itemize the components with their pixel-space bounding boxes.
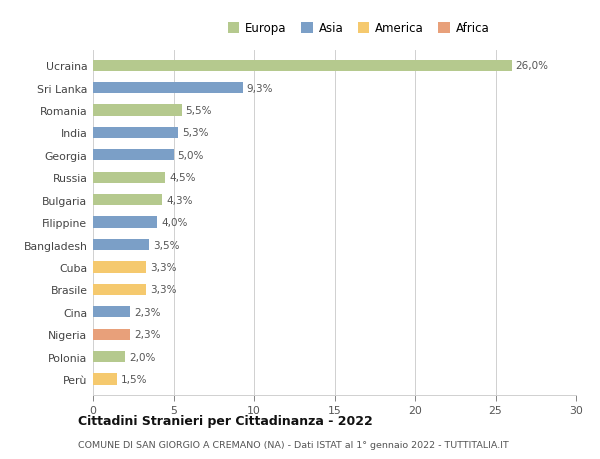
Bar: [93, 262, 146, 273]
Text: Cittadini Stranieri per Cittadinanza - 2022: Cittadini Stranieri per Cittadinanza - 2…: [78, 414, 373, 428]
Text: 1,5%: 1,5%: [121, 374, 148, 384]
Text: 5,5%: 5,5%: [185, 106, 212, 116]
Bar: [93, 374, 117, 385]
Text: 4,3%: 4,3%: [166, 195, 193, 205]
Bar: [93, 105, 182, 117]
Bar: [93, 284, 146, 295]
Text: 5,3%: 5,3%: [182, 128, 209, 138]
Bar: [93, 307, 130, 318]
Text: 3,5%: 3,5%: [154, 240, 180, 250]
Text: 5,0%: 5,0%: [178, 151, 204, 161]
Bar: [93, 61, 512, 72]
Text: 26,0%: 26,0%: [515, 61, 548, 71]
Text: 2,3%: 2,3%: [134, 330, 161, 339]
Text: 9,3%: 9,3%: [247, 84, 273, 94]
Text: 2,0%: 2,0%: [129, 352, 155, 362]
Text: 3,3%: 3,3%: [150, 263, 176, 272]
Bar: [93, 83, 243, 94]
Text: 3,3%: 3,3%: [150, 285, 176, 295]
Text: 4,5%: 4,5%: [169, 173, 196, 183]
Text: 4,0%: 4,0%: [161, 218, 188, 228]
Bar: [93, 217, 157, 228]
Bar: [93, 329, 130, 340]
Bar: [93, 150, 173, 161]
Bar: [93, 128, 178, 139]
Bar: [93, 351, 125, 362]
Bar: [93, 172, 166, 184]
Bar: [93, 240, 149, 251]
Text: COMUNE DI SAN GIORGIO A CREMANO (NA) - Dati ISTAT al 1° gennaio 2022 - TUTTITALI: COMUNE DI SAN GIORGIO A CREMANO (NA) - D…: [78, 441, 509, 449]
Text: 2,3%: 2,3%: [134, 307, 161, 317]
Bar: [93, 195, 162, 206]
Legend: Europa, Asia, America, Africa: Europa, Asia, America, Africa: [225, 20, 492, 38]
